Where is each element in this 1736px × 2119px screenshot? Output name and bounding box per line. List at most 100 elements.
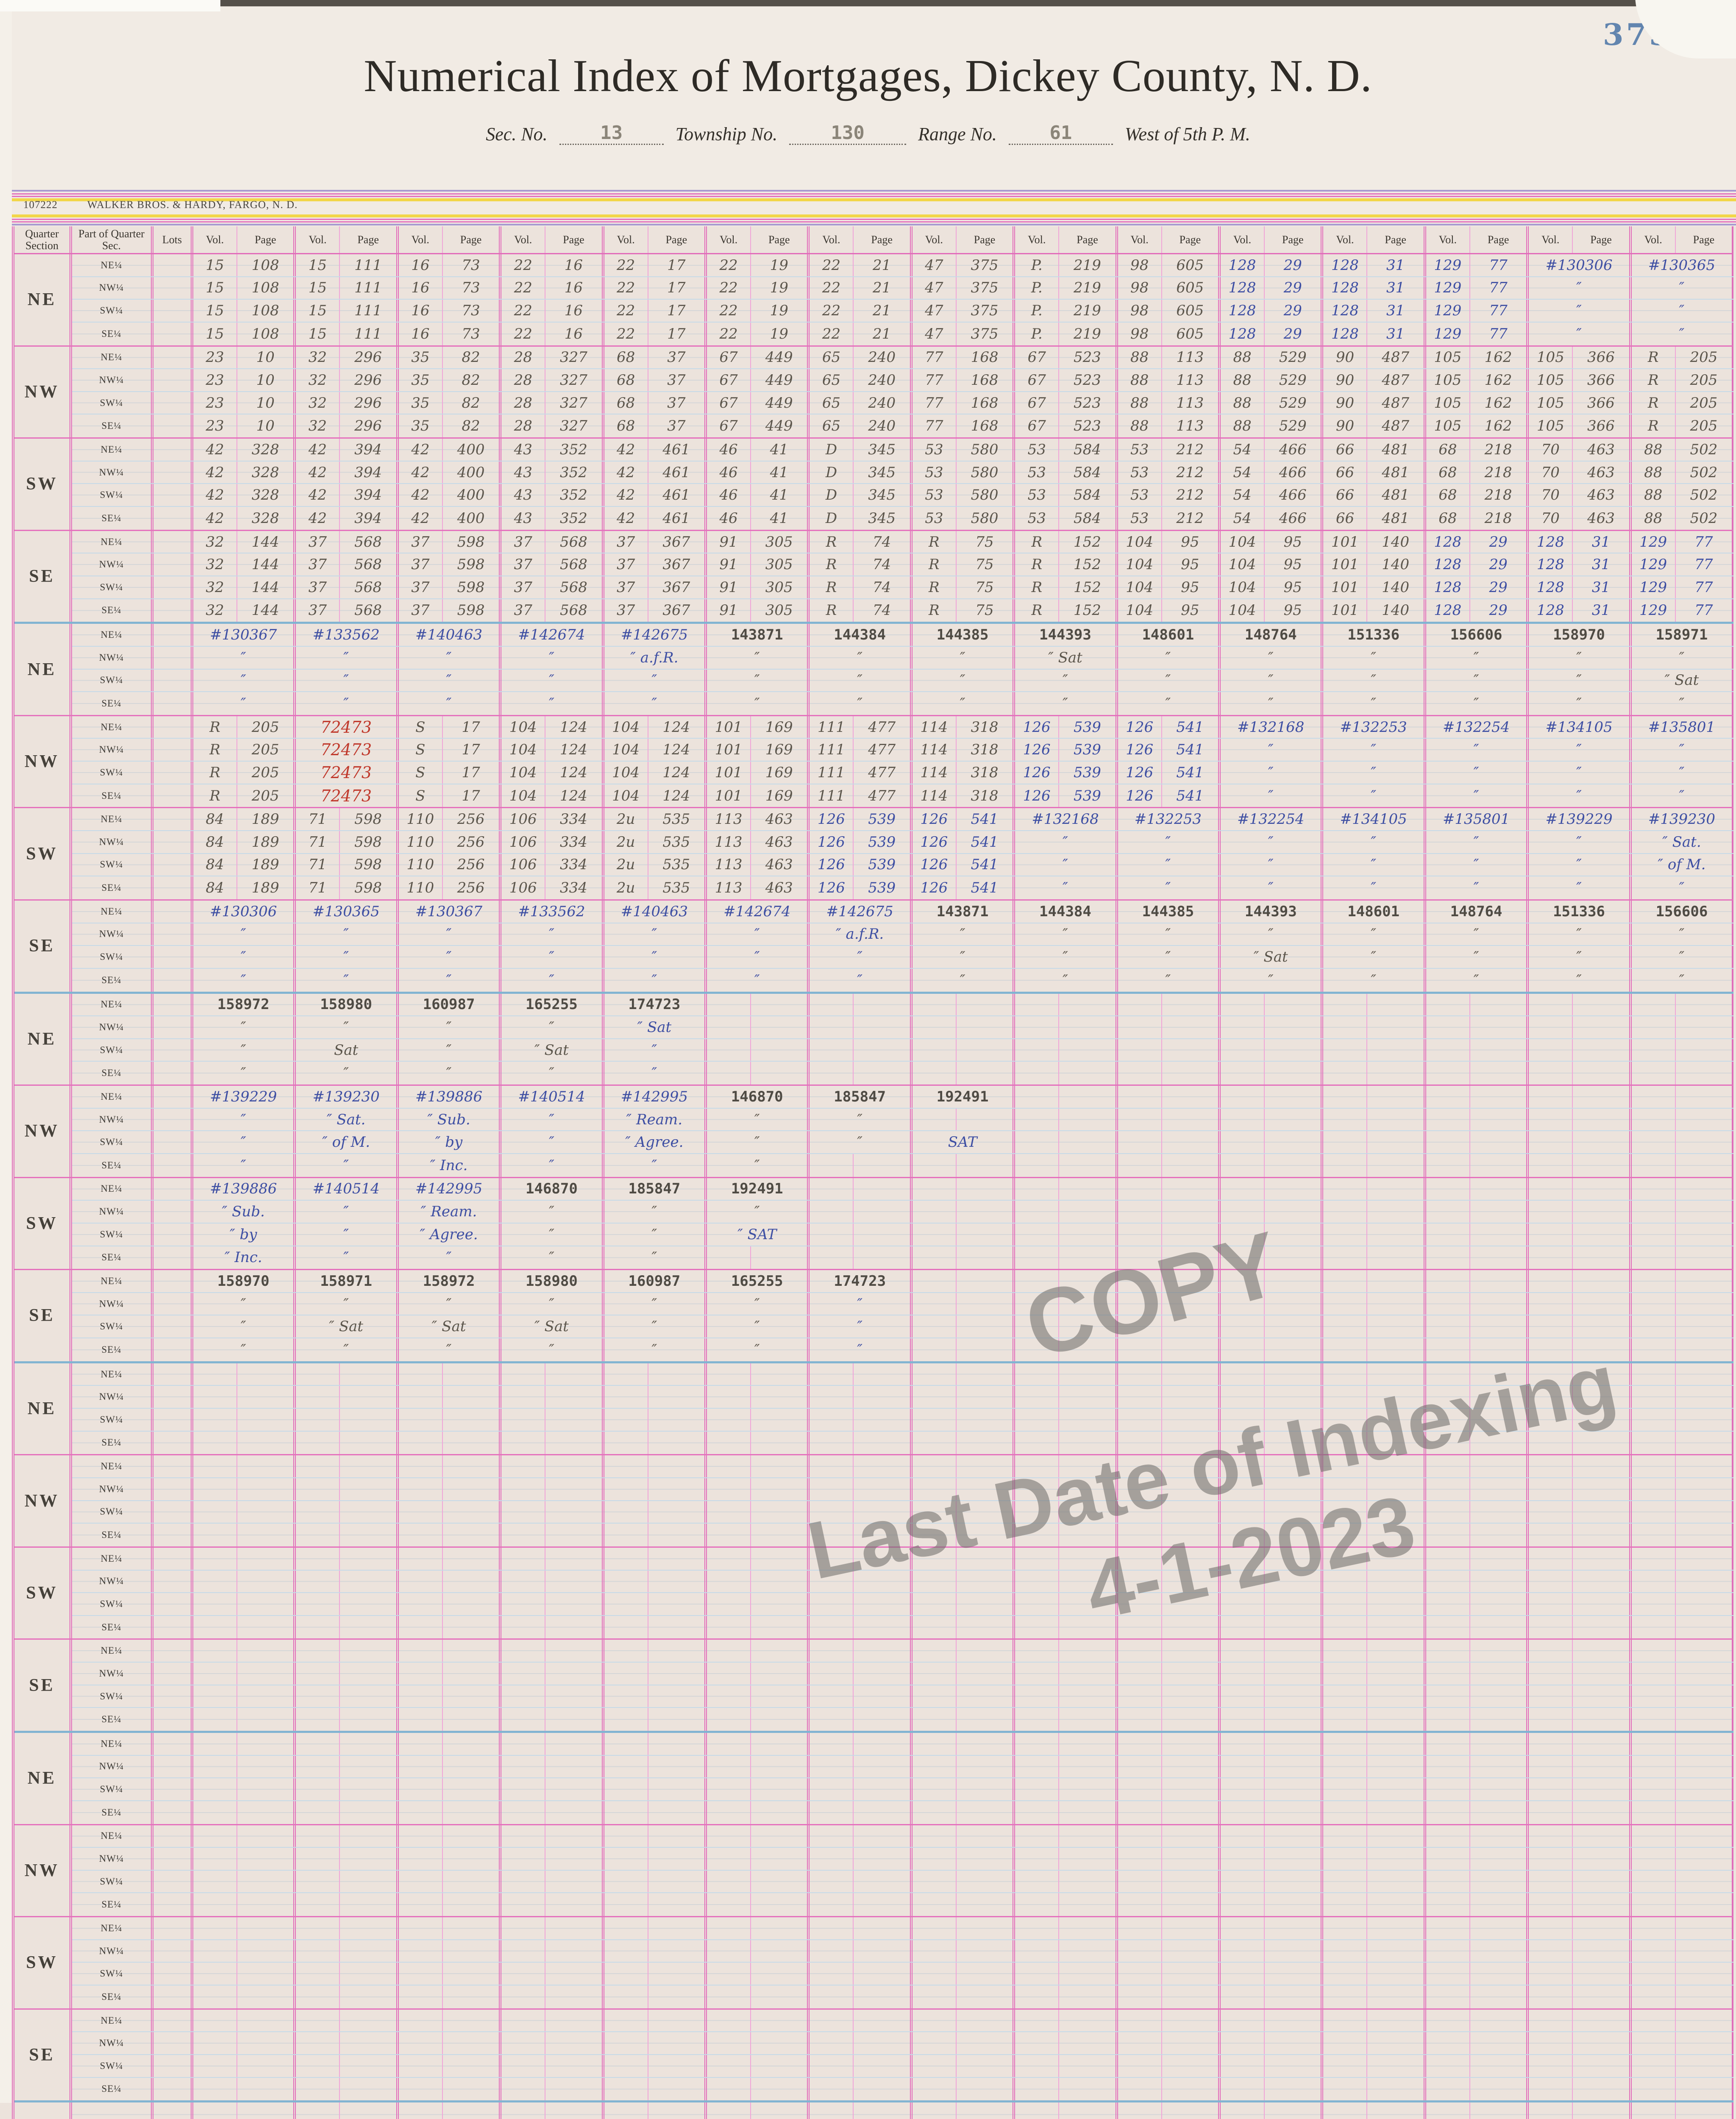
vol-cell — [501, 1825, 546, 1847]
vol-cell: 90 — [1323, 369, 1368, 391]
vol-cell — [1323, 1386, 1368, 1408]
vol-page-pair — [707, 1524, 810, 1546]
vol-page-pair: 111 477 — [810, 784, 913, 807]
vol-page-pair — [193, 1825, 296, 1847]
page-cell — [237, 1733, 293, 1755]
vol-page-pair: #139229 — [193, 1086, 296, 1108]
page-cell — [751, 1593, 807, 1615]
part-of-quarter-label: NE¼ — [72, 1640, 153, 1662]
vol-cell — [913, 1455, 957, 1477]
vol-page-pair — [707, 1755, 810, 1778]
vol-page-pair: 15 111 — [296, 254, 399, 276]
part-of-quarter-label: SW¼ — [72, 2055, 153, 2077]
vol-cell: 105 — [1529, 392, 1573, 414]
page-cell — [957, 1708, 1013, 1731]
entry-span: ″ — [549, 1134, 554, 1151]
vol-cell: 90 — [1323, 414, 1368, 438]
entry-span: ″ — [446, 1065, 452, 1082]
vol-page-pair: 22 19 — [707, 277, 810, 299]
lots-cell — [153, 1201, 193, 1223]
page-cell: 541 — [1176, 741, 1204, 759]
vol-cell — [1529, 1570, 1573, 1593]
entry-span: ″ — [1576, 279, 1582, 297]
table-row: NW¼ — [72, 2032, 1734, 2055]
table-row: NE¼ — [72, 1733, 1734, 1756]
page-cell — [1676, 1039, 1732, 1061]
vol-page-pair — [1529, 1733, 1632, 1755]
vol-page-pair: 98 605 — [1118, 254, 1221, 276]
page-cell: 19 — [770, 325, 788, 342]
vol-page-pair — [296, 1547, 399, 1570]
quarter-group-rows: NE¼ NW¼ SW¼ SE¼ — [72, 1733, 1734, 1824]
lots-cell — [153, 669, 193, 692]
vol-cell: 101 — [1323, 531, 1368, 553]
entry-span: ″ — [1165, 856, 1171, 873]
vol-page-pair — [604, 1733, 707, 1755]
vol-page-pair: 53 584 — [1015, 439, 1118, 461]
vol-page-pair: R 75 — [913, 531, 1015, 553]
table-row: SE¼ ″ ″ ″ ″ ″ — [72, 1062, 1734, 1085]
vol-page-pair — [1015, 2055, 1118, 2077]
vol-page-pair: 42 328 — [193, 507, 296, 530]
page-cell — [1059, 1640, 1115, 1662]
vol-page-pair — [1426, 1478, 1529, 1500]
vol-page-pair: 53 580 — [913, 507, 1015, 530]
vol-cell — [399, 1685, 443, 1707]
quarter-section-label: SE — [14, 2009, 72, 2101]
vol-page-pair — [296, 1640, 399, 1662]
lots-cell — [153, 762, 193, 784]
vol-cell — [1118, 1409, 1162, 1431]
vol-page-pair: ″ — [1323, 831, 1426, 853]
vol-page-pair: ″ — [1529, 277, 1632, 299]
page-cell: 124 — [662, 764, 690, 781]
entry-span: ″ — [549, 926, 554, 943]
page-cell — [545, 1640, 601, 1662]
table-row: SE¼ 84 189 71 598 110 256 106 334 2u 535 113 463 126 5… — [72, 876, 1734, 899]
table-row: NW¼ — [72, 1386, 1734, 1409]
vol-cell — [1221, 1293, 1265, 1315]
vol-page-pair — [1529, 1893, 1632, 1916]
quarter-group: NW NE¼ 23 10 32 296 35 82 28 327 68 37 67 449 65 240 77 1… — [14, 346, 1734, 439]
vol-page-pair: 104 124 — [501, 784, 604, 807]
vol-page-pair — [1015, 993, 1118, 1016]
quarter-section-label: NW — [14, 346, 72, 438]
vol-page-pair — [1632, 1154, 1734, 1177]
vol-page-pair — [913, 1778, 1015, 1800]
page-cell — [751, 1778, 807, 1800]
vol-cell — [1426, 1825, 1470, 1847]
vol-cell: 77 — [913, 369, 957, 391]
vol-page-pair — [296, 1363, 399, 1385]
page-cell — [443, 1708, 499, 1731]
vol-cell: R — [913, 576, 957, 598]
part-of-quarter-label: SW¼ — [72, 1501, 153, 1523]
page-cell — [957, 1363, 1013, 1385]
vol-page-pair: 105 366 — [1529, 369, 1632, 391]
page-cell: 95 — [1181, 602, 1199, 619]
page-cell: 77 — [1489, 325, 1508, 342]
page-cell: 10 — [256, 417, 275, 435]
vol-cell — [1221, 1016, 1265, 1038]
entry-span: ″ — [1473, 926, 1479, 943]
page-cell — [1367, 1640, 1423, 1662]
vol-cell — [501, 2077, 546, 2101]
vol-cell — [501, 1986, 546, 2008]
page-cell — [854, 1201, 910, 1223]
entry-span: 148601 — [1347, 903, 1400, 920]
vol-page-pair — [1015, 1593, 1118, 1615]
page-cell: 477 — [868, 741, 896, 759]
vol-page-pair — [193, 1940, 296, 1962]
page-cell — [648, 1801, 704, 1824]
vol-page-pair — [810, 1363, 913, 1385]
vol-cell — [296, 1708, 340, 1731]
page-cell — [957, 1201, 1013, 1223]
quarter-group-rows: NE¼ NW¼ SW¼ SE¼ — [72, 1455, 1734, 1546]
page-cell: 375 — [971, 325, 999, 342]
vol-cell: 37 — [296, 553, 340, 576]
vol-cell: 88 — [1632, 439, 1676, 461]
vol-cell — [1323, 1270, 1368, 1292]
vol-cell — [1015, 1593, 1060, 1615]
vol-page-pair: 46 41 — [707, 439, 810, 461]
vol-page-pair: 144384 — [1015, 900, 1118, 923]
vol-page-pair: 90 487 — [1323, 369, 1426, 391]
vol-cell — [1015, 1848, 1060, 1870]
